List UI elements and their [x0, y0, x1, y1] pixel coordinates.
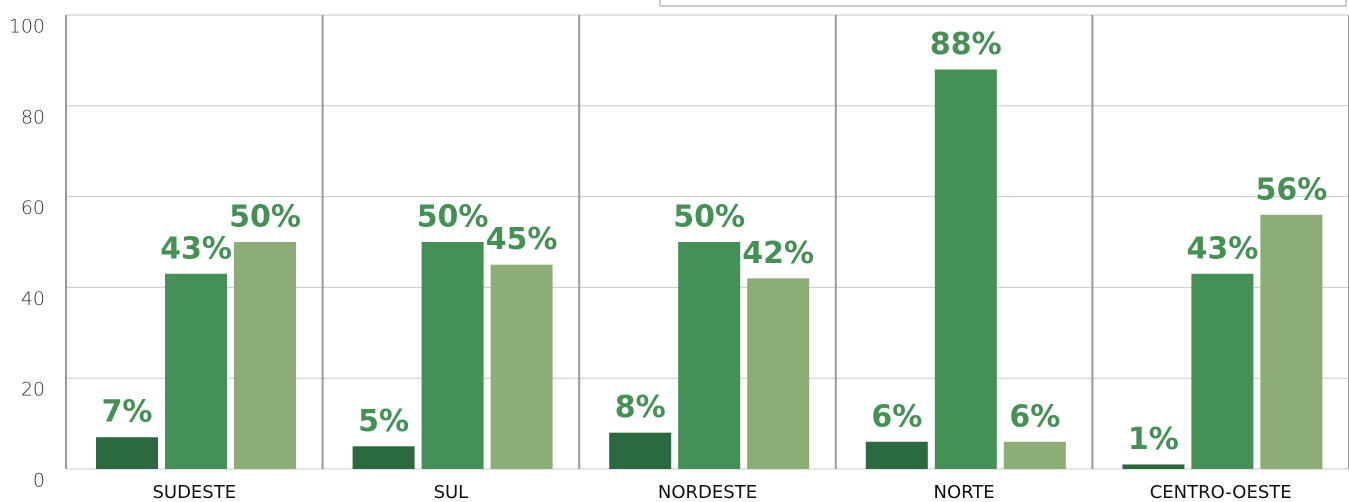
- frame-box: [659, 0, 1347, 7]
- value-label: 56%: [1255, 172, 1327, 207]
- bar: [1003, 441, 1066, 469]
- value-label: 88%: [930, 27, 1002, 62]
- value-label: 6%: [871, 399, 922, 434]
- bar: [96, 437, 158, 469]
- bar: [609, 432, 672, 469]
- bar: [865, 441, 928, 469]
- bar: [234, 242, 296, 469]
- x-tick-label: NORTE: [933, 482, 994, 502]
- value-label: 43%: [1186, 231, 1258, 266]
- bar: [1260, 214, 1323, 469]
- bar: [678, 242, 741, 469]
- y-tick-label: 100: [9, 16, 45, 38]
- x-tick-label: NORDESTE: [658, 482, 757, 502]
- y-tick-label: 80: [21, 106, 45, 128]
- bar: [747, 278, 810, 469]
- value-label: 42%: [742, 236, 814, 271]
- y-tick-label: 0: [33, 470, 45, 492]
- y-tick-label: 40: [21, 288, 45, 310]
- value-label: 6%: [1009, 399, 1060, 434]
- value-label: 45%: [486, 222, 558, 257]
- bar: [1191, 273, 1254, 469]
- y-tick-label: 60: [21, 197, 45, 219]
- value-label: 8%: [615, 390, 666, 425]
- value-label: 43%: [160, 231, 232, 266]
- bar: [490, 264, 553, 469]
- value-label: 50%: [229, 200, 301, 235]
- bar: [165, 273, 227, 469]
- value-label: 50%: [673, 200, 745, 235]
- value-label: 50%: [417, 200, 489, 235]
- x-tick-label: SUL: [434, 482, 469, 502]
- value-label: 1%: [1128, 422, 1179, 457]
- bar: [421, 242, 484, 469]
- x-tick-label: CENTRO-OESTE: [1150, 482, 1292, 502]
- y-tick-label: 20: [21, 379, 45, 401]
- bar: [1122, 464, 1185, 469]
- value-label: 7%: [102, 395, 153, 430]
- value-label: 5%: [358, 404, 409, 439]
- bar: [352, 446, 415, 469]
- bar: [934, 69, 997, 469]
- x-tick-label: SUDESTE: [152, 482, 236, 502]
